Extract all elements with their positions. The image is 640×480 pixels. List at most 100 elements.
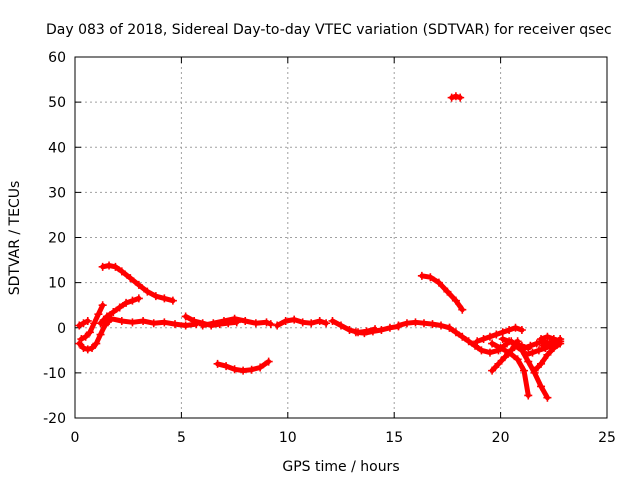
data-point xyxy=(115,303,124,312)
data-point xyxy=(543,393,552,402)
data-point xyxy=(134,280,143,289)
x-tick-label: 10 xyxy=(279,430,297,446)
y-tick-label: 60 xyxy=(48,50,66,66)
data-point xyxy=(107,314,116,323)
data-point xyxy=(75,339,84,348)
data-point xyxy=(75,321,84,330)
data-point xyxy=(92,339,101,348)
data-point xyxy=(494,359,503,368)
data-point xyxy=(351,328,360,337)
data-point xyxy=(458,305,467,314)
data-point xyxy=(443,287,452,296)
y-tick-label: -20 xyxy=(43,411,66,427)
data-point xyxy=(543,350,552,359)
data-point xyxy=(368,327,377,336)
data-point xyxy=(251,319,260,328)
data-point xyxy=(322,319,331,328)
data-point xyxy=(513,355,522,364)
data-point xyxy=(411,318,420,327)
data-point xyxy=(79,344,88,353)
data-point xyxy=(307,319,316,328)
data-point xyxy=(517,341,526,350)
data-point xyxy=(471,341,480,350)
data-point xyxy=(456,93,465,102)
data-point xyxy=(451,92,460,101)
data-arc xyxy=(273,315,331,330)
data-point xyxy=(517,326,526,335)
y-axis-label: SDTVAR / TECUs xyxy=(7,181,23,296)
data-point xyxy=(524,391,533,400)
data-point xyxy=(315,316,324,325)
data-point xyxy=(111,262,120,271)
data-point xyxy=(81,332,90,341)
y-tick-label: -10 xyxy=(43,366,66,382)
data-point xyxy=(402,319,411,328)
data-point xyxy=(345,326,354,335)
data-point xyxy=(198,321,207,330)
data-point xyxy=(419,319,428,328)
data-point xyxy=(98,301,107,310)
data-point xyxy=(96,330,105,339)
data-point xyxy=(473,337,482,346)
data-point xyxy=(496,344,505,353)
data-point xyxy=(213,359,222,368)
data-point xyxy=(507,346,516,355)
data-arc-line xyxy=(540,336,563,349)
data-arc xyxy=(198,314,275,330)
data-arc xyxy=(96,294,143,328)
data-point xyxy=(385,323,394,332)
data-point xyxy=(83,316,92,325)
data-arc xyxy=(77,301,107,344)
data-point xyxy=(328,316,337,325)
data-point xyxy=(451,328,460,337)
data-points xyxy=(75,92,565,402)
data-point xyxy=(128,318,137,327)
y-tick-label: 20 xyxy=(48,231,66,247)
data-point xyxy=(488,339,497,348)
data-point xyxy=(458,332,467,341)
data-point xyxy=(273,321,282,330)
data-arc xyxy=(98,261,177,305)
data-point xyxy=(181,321,190,330)
data-arc xyxy=(394,318,454,332)
x-tick-label: 15 xyxy=(385,430,403,446)
data-point xyxy=(230,314,239,323)
data-point xyxy=(134,294,143,303)
data-point xyxy=(105,261,114,270)
data-point xyxy=(505,326,514,335)
data-arc xyxy=(539,335,565,350)
data-point xyxy=(545,339,554,348)
data-arc xyxy=(488,337,522,375)
data-point xyxy=(117,316,126,325)
data-point xyxy=(219,316,228,325)
x-axis-label: GPS time / hours xyxy=(282,459,399,475)
y-tick-label: 40 xyxy=(48,140,66,156)
data-point xyxy=(492,330,501,339)
data-point xyxy=(88,344,97,353)
data-point xyxy=(122,298,131,307)
data-point xyxy=(539,341,548,350)
data-arc xyxy=(75,316,92,330)
data-point xyxy=(551,337,560,346)
data-point xyxy=(477,346,486,355)
data-point xyxy=(241,316,250,325)
data-point xyxy=(428,320,437,329)
data-point xyxy=(464,337,473,346)
data-point xyxy=(498,328,507,337)
data-point xyxy=(262,318,271,327)
data-point xyxy=(239,366,248,375)
data-arc xyxy=(417,271,467,314)
data-arc xyxy=(107,314,201,330)
data-point xyxy=(128,296,137,305)
data-point xyxy=(479,335,488,344)
data-point xyxy=(520,366,529,375)
data-arc xyxy=(530,339,565,375)
data-point xyxy=(230,365,239,374)
data-point xyxy=(426,273,435,282)
data-point xyxy=(511,323,520,332)
data-point xyxy=(151,292,160,301)
data-point xyxy=(298,318,307,327)
data-point xyxy=(417,271,426,280)
y-tick-label: 10 xyxy=(48,276,66,292)
